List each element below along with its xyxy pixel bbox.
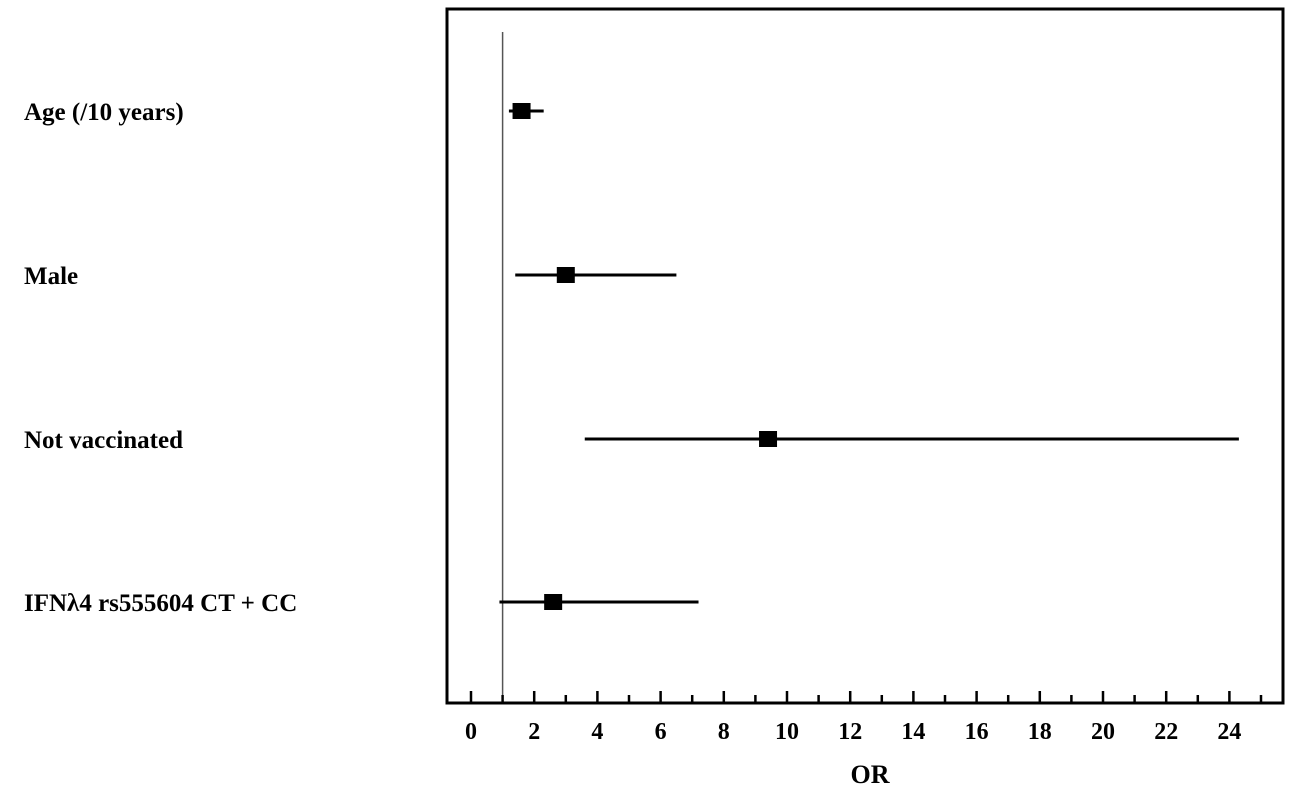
x-tick-label: 6 [655,719,667,745]
forest-row: Age (/10 years) [24,99,544,126]
row-label: Not vaccinated [24,427,183,454]
x-axis-title: OR [851,760,890,789]
x-tick-label: 24 [1217,719,1241,745]
row-label: IFNλ4 rs555604 CT + CC [24,590,297,617]
or-marker [556,267,575,283]
x-tick-label: 20 [1091,719,1115,745]
plot-frame [445,7,1285,705]
x-tick-label: 2 [528,719,540,745]
forest-rows: Age (/10 years) Male Not vaccinated IFNλ4 r… [24,99,1239,617]
row-label: Male [24,263,78,290]
x-tick-label: 16 [965,719,989,745]
forest-row: IFNλ4 rs555604 CT + CC [24,590,699,617]
or-marker [512,103,531,119]
row-label: Age (/10 years) [24,99,184,126]
x-tick-label: 14 [901,719,925,745]
or-marker [544,594,563,610]
or-marker [759,431,778,447]
x-tick-label: 18 [1028,719,1052,745]
x-tick-label: 12 [838,719,862,745]
x-tick-label: 22 [1154,719,1178,745]
forest-row: Male [24,263,677,290]
x-axis-ticks: 0 2 4 6 8 10 12 14 16 18 20 22 24 [465,691,1263,745]
forest-row: Not vaccinated [24,427,1239,454]
x-tick-label: 4 [591,719,603,745]
x-tick-label: 8 [718,719,730,745]
x-tick-label: 10 [775,719,799,745]
x-tick-label: 0 [465,719,477,745]
